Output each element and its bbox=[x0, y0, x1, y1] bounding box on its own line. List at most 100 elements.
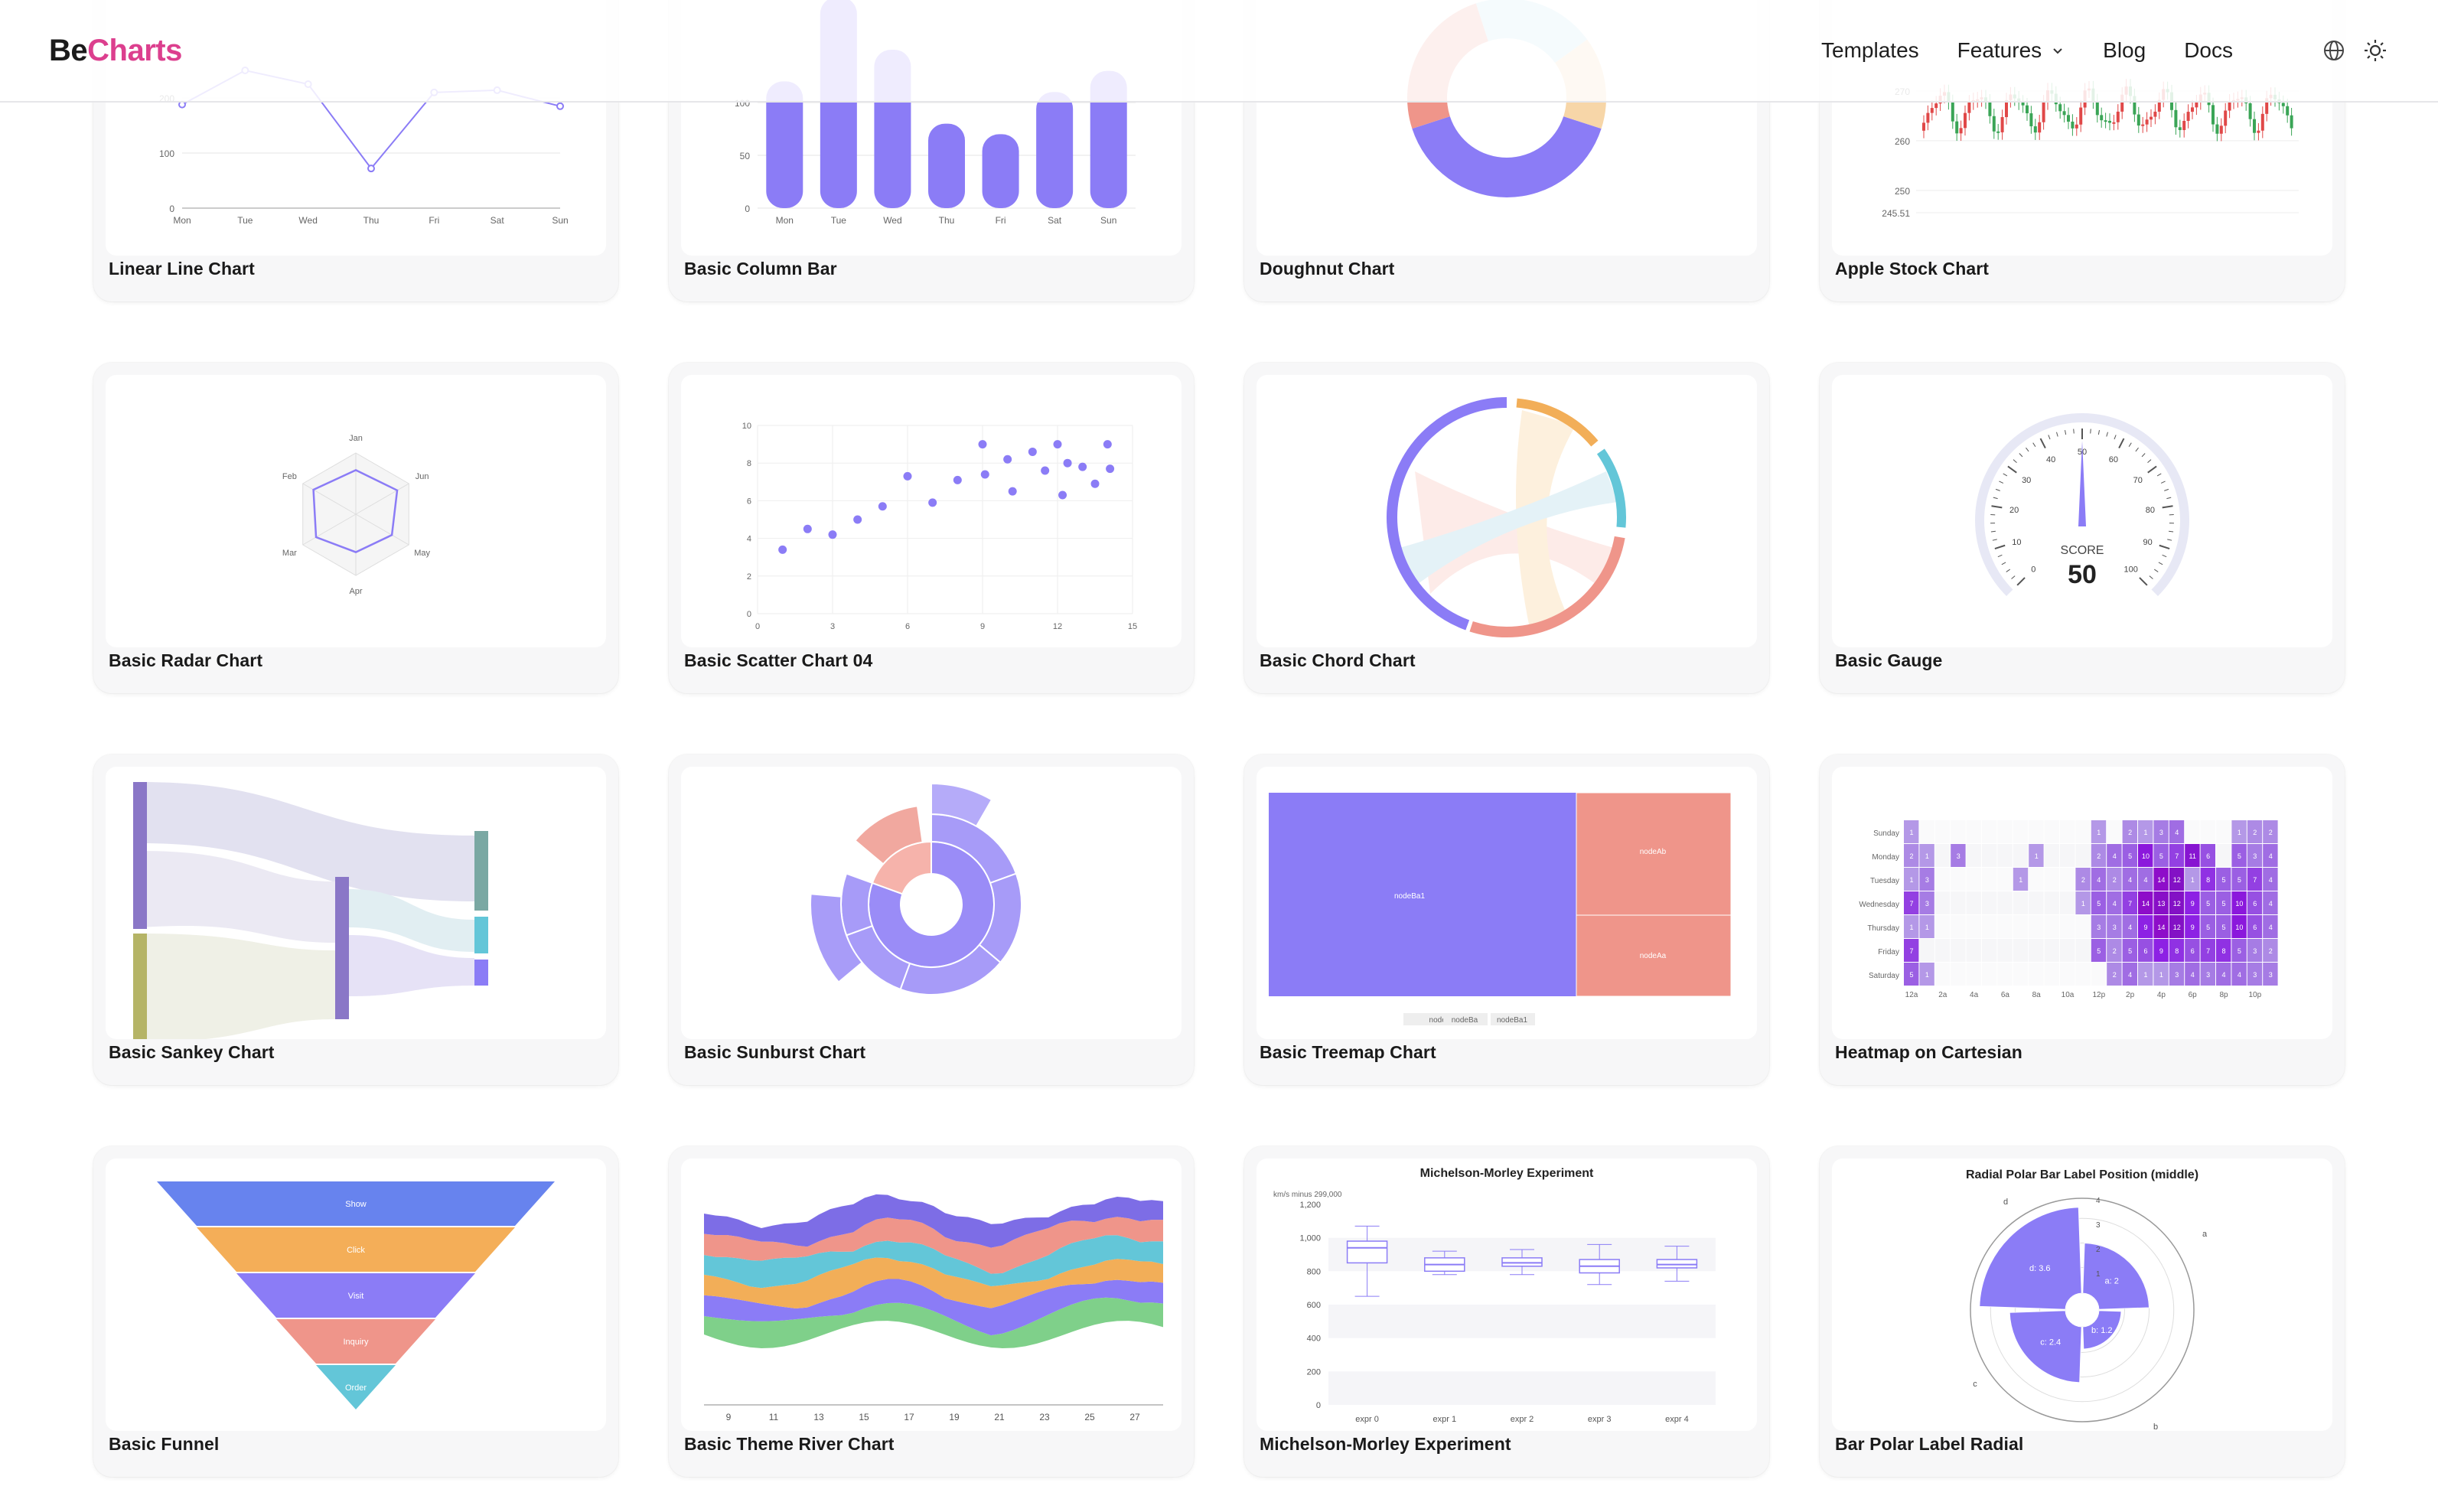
treemap-label: nodeAb bbox=[1640, 848, 1667, 856]
axis-label: Jun bbox=[416, 472, 429, 481]
chart-preview[interactable]: Michelson-Morley Experiment km/s minus 29… bbox=[1256, 1158, 1757, 1431]
card-title[interactable]: Basic Theme River Chart bbox=[684, 1434, 895, 1454]
candle bbox=[2228, 101, 2231, 111]
heatmap-cell bbox=[2216, 915, 2231, 938]
template-card[interactable]: 0102030405060708090100SCORE50 Basic Gauge bbox=[1820, 363, 2345, 693]
chart-preview[interactable]: Sunday 1 1 2 1 3 4 1 2 2 Monday 2 1 3 1 2 4 5 10 5 7 11 6 5 3 4 Tu… bbox=[1832, 767, 2332, 1039]
card-title[interactable]: Apple Stock Chart bbox=[1835, 259, 1990, 279]
gauge-tick bbox=[1993, 497, 1998, 500]
card-title[interactable]: Michelson-Morley Experiment bbox=[1260, 1434, 1511, 1454]
card-title[interactable]: Basic Sunburst Chart bbox=[684, 1042, 866, 1062]
template-card[interactable]: Basic Sunburst Chart bbox=[669, 754, 1194, 1085]
candle bbox=[2112, 122, 2116, 124]
chart-preview[interactable] bbox=[106, 767, 606, 1039]
card-title[interactable]: Doughnut Chart bbox=[1260, 259, 1395, 279]
y-tick: 260 bbox=[1895, 136, 1910, 147]
logo[interactable]: BeCharts bbox=[49, 34, 182, 68]
x-tick: 25 bbox=[1084, 1412, 1095, 1422]
globe-icon[interactable] bbox=[2322, 38, 2346, 63]
card-title[interactable]: Basic Gauge bbox=[1835, 650, 1943, 670]
chart-preview[interactable]: Jan Jun May Apr Mar Feb bbox=[106, 375, 606, 647]
card-title[interactable]: Linear Line Chart bbox=[109, 259, 255, 279]
chart-preview[interactable] bbox=[1256, 375, 1757, 647]
card-title[interactable]: Basic Chord Chart bbox=[1260, 650, 1416, 670]
heatmap-cell bbox=[2247, 939, 2263, 962]
template-card[interactable]: Basic Sankey Chart bbox=[93, 754, 618, 1085]
gauge-value: 50 bbox=[2068, 560, 2097, 589]
cell-value: 4 bbox=[2113, 852, 2117, 860]
chart-svg: Jan Jun May Apr Mar Feb bbox=[282, 434, 431, 596]
chart-preview[interactable]: nodeBa1 nodeAb nodeAa nodeB nodeBa nodeBa1 bbox=[1256, 767, 1757, 1039]
x-tick: 8p bbox=[2219, 991, 2228, 999]
heatmap-cell bbox=[2231, 844, 2247, 867]
bar-label: d: 3.6 bbox=[2029, 1264, 2051, 1273]
band bbox=[1328, 1305, 1716, 1338]
chart-preview[interactable]: 0 3 6 9 12 15 0 2 4 6 8 10 bbox=[681, 375, 1182, 647]
polar-grid bbox=[1990, 1217, 2175, 1403]
chart-preview[interactable]: Radial Polar Bar Label Position (middle)… bbox=[1832, 1158, 2332, 1431]
sun-icon[interactable] bbox=[2363, 38, 2387, 63]
cell-value: 3 bbox=[1925, 900, 1929, 908]
card-title[interactable]: Basic Radar Chart bbox=[109, 650, 263, 670]
template-card[interactable]: 0 3 6 9 12 15 0 2 4 6 8 10 Basic Scatter Chart 04 bbox=[669, 363, 1194, 693]
card-title[interactable]: Basic Scatter Chart 04 bbox=[684, 650, 873, 670]
nav-blog[interactable]: Blog bbox=[2103, 38, 2146, 62]
card-title[interactable]: Basic Treemap Chart bbox=[1260, 1042, 1436, 1062]
cell-value: 11 bbox=[2189, 852, 2196, 860]
chart-preview[interactable]: 0102030405060708090100SCORE50 bbox=[1832, 375, 2332, 647]
template-card[interactable]: Sunday 1 1 2 1 3 4 1 2 2 Monday 2 1 3 1 2 4 5 10 5 7 11 6 5 3 4 Tu… bbox=[1820, 754, 2345, 1085]
cell-value: 13 bbox=[2157, 900, 2165, 908]
box bbox=[1656, 1259, 1698, 1269]
y-tick: 600 bbox=[1307, 1301, 1321, 1310]
river-stream bbox=[704, 1217, 1163, 1274]
card-title[interactable]: Heatmap on Cartesian bbox=[1835, 1042, 2022, 1062]
x-tick: Sun bbox=[1100, 215, 1116, 226]
nav-templates[interactable]: Templates bbox=[1821, 38, 1919, 62]
x-tick: Sat bbox=[491, 215, 505, 226]
sankey-node bbox=[133, 934, 147, 1039]
nav-features[interactable]: Features bbox=[1957, 38, 2065, 63]
candle bbox=[2033, 126, 2037, 133]
card-title[interactable]: Basic Sankey Chart bbox=[109, 1042, 275, 1062]
river-stream bbox=[704, 1257, 1163, 1309]
template-card[interactable]: Jan Jun May Apr Mar Feb Basic Radar Chart bbox=[93, 363, 618, 693]
breadcrumb-seg bbox=[1443, 1013, 1488, 1025]
card-title[interactable]: Basic Column Bar bbox=[684, 259, 837, 279]
template-card[interactable]: Show Click Visit Inquiry Order Basic Funnel bbox=[93, 1146, 618, 1477]
chart-preview[interactable]: 9 11 13 15 17 19 21 23 25 27 bbox=[681, 1158, 1182, 1431]
gauge-tick bbox=[1999, 481, 2004, 484]
template-card[interactable]: Michelson-Morley Experiment km/s minus 29… bbox=[1244, 1146, 1769, 1477]
y-tick: 0 bbox=[745, 204, 750, 214]
heatmap-cell bbox=[2091, 963, 2107, 986]
candle bbox=[2079, 107, 2083, 125]
heatmap-cell bbox=[1966, 939, 1981, 962]
cell-value: 2 bbox=[2113, 876, 2117, 884]
heatmap-cell bbox=[2153, 891, 2169, 914]
cell-value: 5 bbox=[2128, 852, 2132, 860]
bar-label: b: 1.2 bbox=[2091, 1326, 2113, 1335]
heatmap-cell bbox=[1934, 939, 1951, 962]
cell-value: 2 bbox=[2253, 829, 2257, 836]
card-title[interactable]: Bar Polar Label Radial bbox=[1835, 1434, 2024, 1454]
chart-preview[interactable] bbox=[681, 767, 1182, 1039]
heatmap-cell bbox=[2200, 963, 2215, 986]
template-card[interactable]: 9 11 13 15 17 19 21 23 25 27 Basic Theme River Cha… bbox=[669, 1146, 1194, 1477]
cell-value: 14 bbox=[2157, 876, 2165, 884]
polar-grid bbox=[2065, 1292, 2100, 1328]
x-tick: 6p bbox=[2189, 991, 2198, 999]
template-card[interactable]: nodeBa1 nodeAb nodeAa nodeB nodeBa nodeBa1 Bas… bbox=[1244, 754, 1769, 1085]
heatmap-cell bbox=[2169, 868, 2185, 891]
candle bbox=[2000, 117, 2004, 132]
cell-value: 14 bbox=[2142, 900, 2150, 908]
template-card[interactable]: Radial Polar Bar Label Position (middle)… bbox=[1820, 1146, 2345, 1477]
card-title[interactable]: Basic Funnel bbox=[109, 1434, 220, 1454]
cell-value: 1 bbox=[2143, 971, 2147, 979]
nav-docs[interactable]: Docs bbox=[2184, 38, 2233, 62]
x-tick: Sat bbox=[1048, 215, 1062, 226]
cell-value: 3 bbox=[1925, 876, 1929, 884]
chart-preview[interactable]: Show Click Visit Inquiry Order bbox=[106, 1158, 606, 1431]
y-tick: 0 bbox=[747, 610, 751, 619]
x-tick: Thu bbox=[363, 215, 380, 226]
template-card[interactable]: Basic Chord Chart bbox=[1244, 363, 1769, 693]
